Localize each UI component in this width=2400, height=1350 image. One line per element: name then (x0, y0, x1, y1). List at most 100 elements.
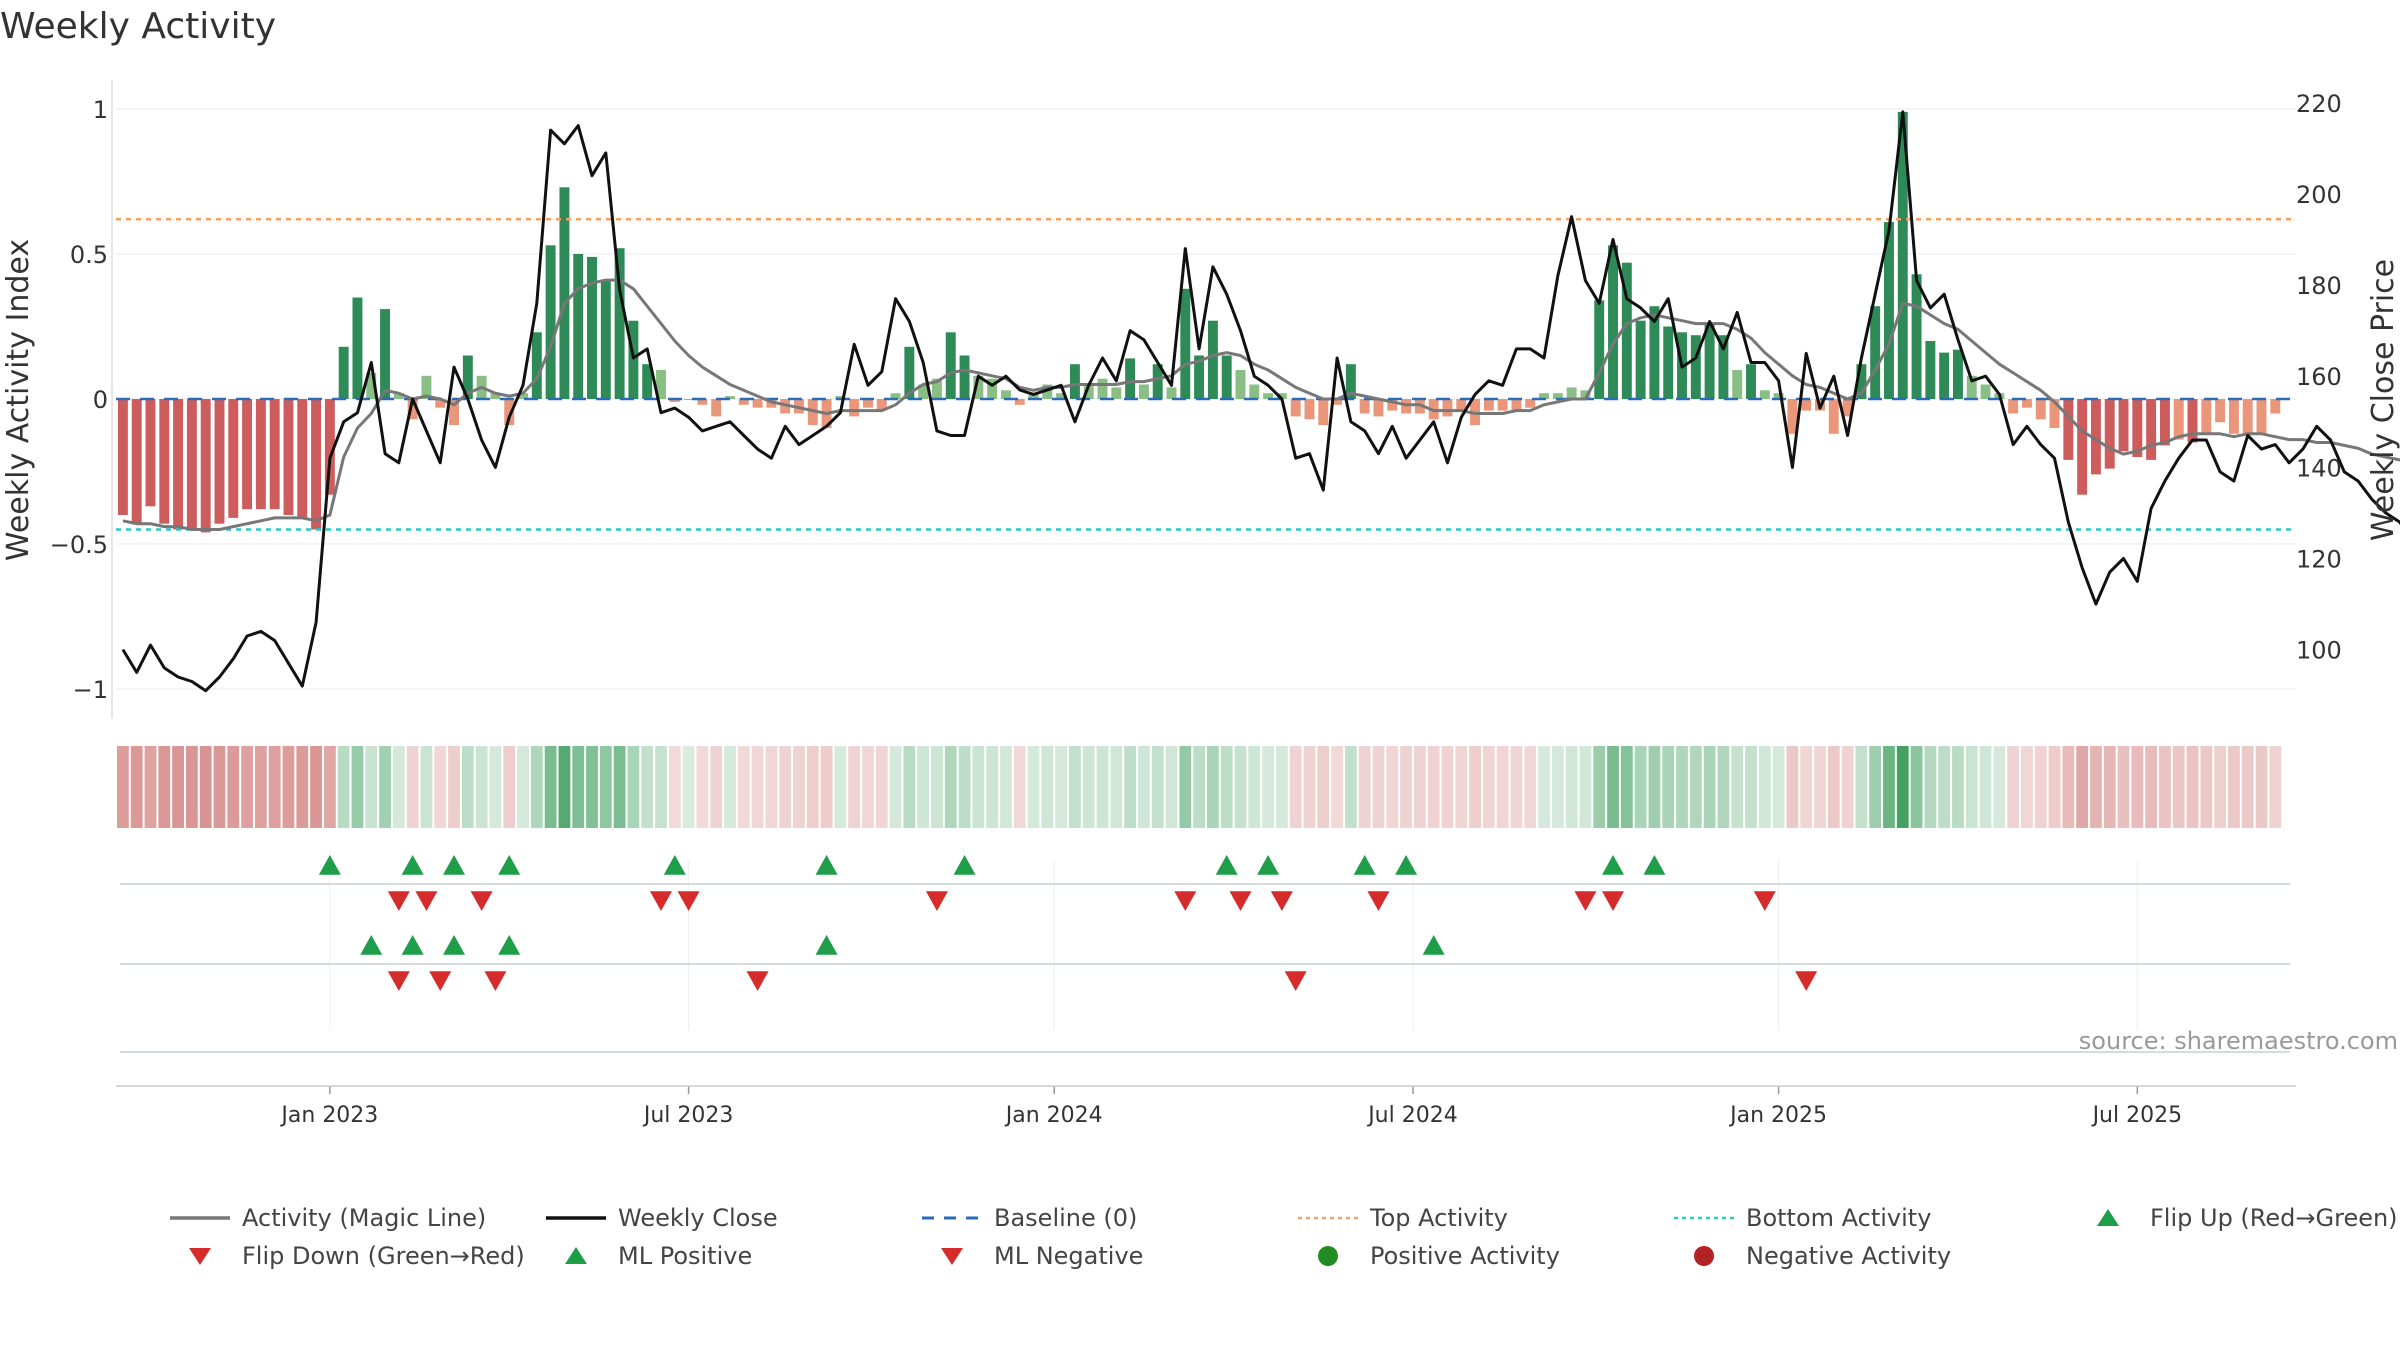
heat-strip-cell (2103, 746, 2116, 828)
activity-bar (683, 399, 694, 400)
heat-strip-cell (1896, 746, 1909, 828)
legend-swatch-triangle-up (565, 1247, 587, 1264)
activity-bar (1511, 399, 1522, 411)
activity-bar (1952, 349, 1963, 399)
legend-label: Positive Activity (1370, 1242, 1560, 1270)
heat-strip-cell (1841, 746, 1854, 828)
activity-bar (1387, 399, 1398, 411)
activity-bar (1097, 378, 1108, 399)
activity-bar (1704, 323, 1715, 399)
flip-up-marker (1602, 855, 1625, 875)
heat-strip-cell (2172, 746, 2185, 828)
legend-label: Bottom Activity (1746, 1204, 1932, 1232)
heat-strip-cell (2145, 746, 2158, 828)
flip-down-marker (1229, 891, 1252, 911)
heat-strip-cell (931, 746, 943, 828)
heat-strip-cell (655, 746, 667, 828)
heat-strip-cell (1634, 746, 1647, 828)
flip-down-marker (470, 891, 493, 911)
heat-strip-cell (1703, 746, 1716, 828)
y-tick-label-left: 0.5 (70, 241, 108, 269)
flip-up-marker (663, 855, 686, 875)
heat-strip-cell (2186, 746, 2199, 828)
activity-bar (1207, 320, 1218, 399)
flip-up-marker (1353, 855, 1376, 875)
heat-strip-cell (1800, 746, 1813, 828)
activity-bar (1842, 399, 1853, 417)
activity-bar (862, 399, 873, 408)
activity-bar (1056, 393, 1067, 399)
heat-strip-cell (696, 746, 709, 828)
activity-bar (2270, 399, 2281, 414)
heat-strip-cell (2007, 746, 2020, 828)
activity-bar (1263, 393, 1274, 399)
activity-bar (1221, 355, 1232, 399)
activity-bar (1180, 288, 1191, 399)
activity-bar (1594, 300, 1605, 399)
activity-bar (1773, 393, 1784, 399)
heat-strip-cell (613, 746, 626, 828)
activity-bar (2132, 399, 2143, 457)
x-tick-label: Jan 2023 (279, 1103, 378, 1128)
flip-down-marker (677, 891, 700, 911)
activity-bar (1925, 341, 1936, 399)
activity-bar (752, 399, 763, 408)
heat-strip-cell (1248, 746, 1261, 828)
activity-bar (2228, 399, 2239, 434)
legend-label: Top Activity (1370, 1204, 1508, 1232)
legend-swatch (1694, 1246, 1714, 1266)
y-tick-label-right: 200 (2296, 181, 2342, 209)
heat-strip-cell (1303, 746, 1316, 828)
activity-bar (242, 399, 253, 510)
activity-bar (1759, 390, 1770, 399)
heat-strip-cell (1262, 746, 1274, 828)
heat-strip-cell (1234, 746, 1247, 828)
activity-bar (697, 399, 708, 405)
ml-negative-marker (746, 971, 769, 991)
heat-strip-cell (668, 746, 681, 828)
activity-bar (1801, 399, 1812, 411)
heat-strip-cell (1524, 746, 1537, 828)
heat-strip-cell (1482, 746, 1495, 828)
activity-bar (1125, 358, 1136, 399)
activity-bar (1276, 393, 1287, 399)
heat-strip-cell (2214, 746, 2227, 828)
activity-bar (545, 245, 556, 399)
flip-up-marker (498, 855, 521, 875)
legend-item: Flip Down (Green→Red) (168, 1238, 525, 1274)
heat-strip-cell (1924, 746, 1937, 828)
heat-strip-cell (1455, 746, 1468, 828)
activity-bar (1980, 384, 1991, 399)
activity-bar (1966, 375, 1977, 399)
ml-positive-marker (443, 935, 466, 955)
heat-strip-cell (1676, 746, 1688, 828)
activity-bar (1249, 384, 1260, 399)
activity-bar (2035, 399, 2046, 420)
heat-strip-cell (489, 746, 502, 828)
activity-bar (380, 309, 391, 399)
reference-lines (116, 217, 2296, 531)
flip-down-marker (1367, 891, 1390, 911)
flip-up-marker (443, 855, 466, 875)
activity-bar (2063, 399, 2074, 460)
activity-bar (145, 399, 156, 507)
series-lines (121, 110, 2400, 693)
heat-strip-cell (241, 746, 253, 828)
legend-swatch (565, 1247, 587, 1264)
heat-strip-cell (351, 746, 364, 828)
ml-positive-marker (1422, 935, 1445, 955)
heat-strip-cell (2076, 746, 2089, 828)
activity-bar (504, 399, 515, 426)
activity-bar (200, 399, 211, 533)
heat-strip-cell (158, 746, 171, 828)
activity-bar (931, 378, 942, 399)
activity-bar (1787, 399, 1798, 434)
y-tick-label-right: 180 (2296, 272, 2342, 300)
legend-item: Positive Activity (1296, 1238, 1560, 1274)
ml-negative-marker (429, 971, 452, 991)
heat-strip-cell (1441, 746, 1454, 828)
flip-down-marker (925, 891, 948, 911)
activity-bar (131, 399, 142, 524)
heat-strip-cell (806, 746, 819, 828)
activity-bar (311, 399, 322, 530)
